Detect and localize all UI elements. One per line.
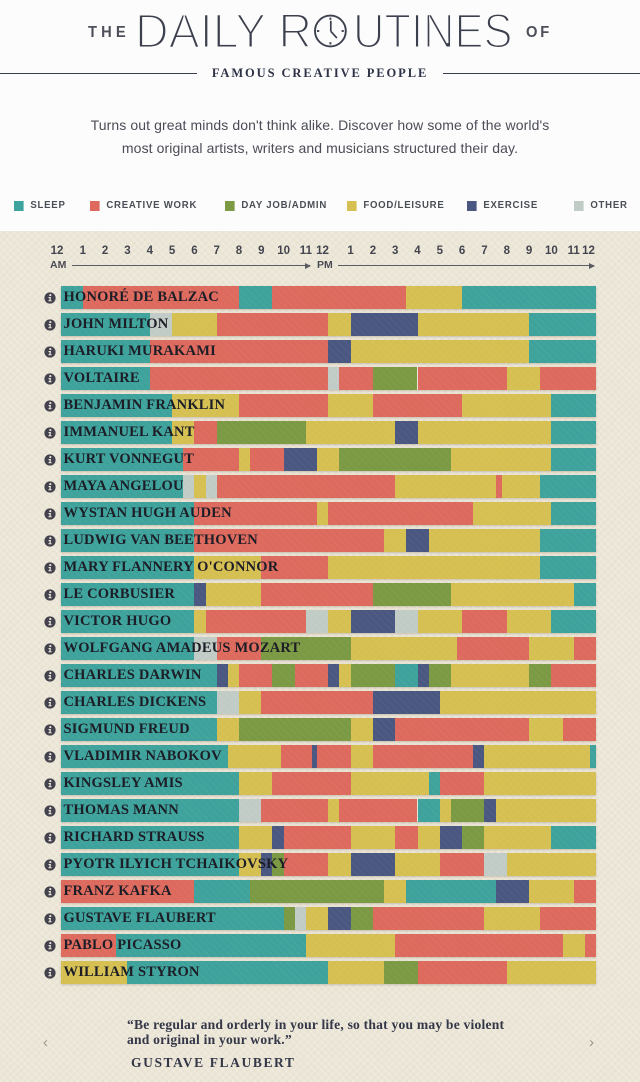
svg-text:UTINES: UTINES	[353, 6, 513, 59]
svg-text:DAILY R: DAILY R	[135, 6, 312, 59]
